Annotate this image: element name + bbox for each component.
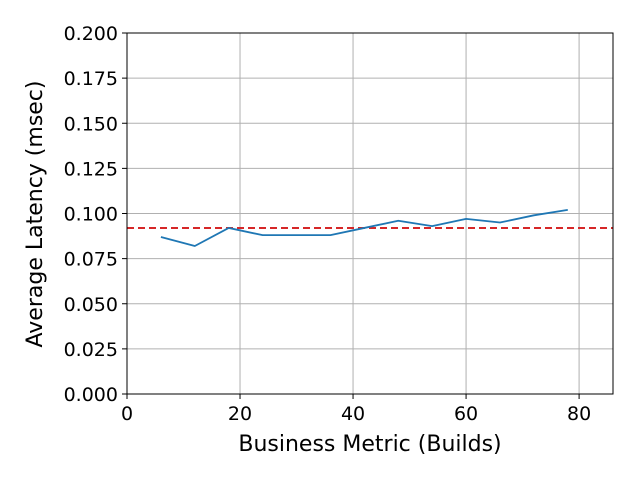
y-tick-label: 0.175: [64, 68, 118, 90]
y-axis-ticks: 0.000 0.025 0.050 0.075 0.100 0.125 0.150 0.175…: [64, 23, 127, 406]
y-tick-label: 0.200: [64, 23, 118, 45]
x-axis-ticks: 0 20 40 60 80: [121, 394, 591, 425]
y-tick-label: 0.125: [64, 158, 118, 180]
series-layer: [127, 209, 613, 247]
x-tick-label: 0: [121, 403, 133, 425]
x-tick-label: 80: [567, 403, 591, 425]
x-tick-label: 20: [228, 403, 252, 425]
y-tick-label: 0.100: [64, 204, 118, 226]
y-tick-label: 0.150: [64, 113, 118, 135]
x-tick-label: 60: [454, 403, 478, 425]
x-tick-label: 40: [341, 403, 365, 425]
y-tick-label: 0.050: [64, 294, 118, 316]
x-axis-label: Business Metric (Builds): [238, 432, 501, 457]
y-tick-label: 0.000: [64, 384, 118, 406]
y-axis-label: Average Latency (msec): [23, 81, 48, 348]
y-tick-label: 0.075: [64, 249, 118, 271]
y-tick-label: 0.025: [64, 339, 118, 361]
series-line: [160, 209, 568, 247]
